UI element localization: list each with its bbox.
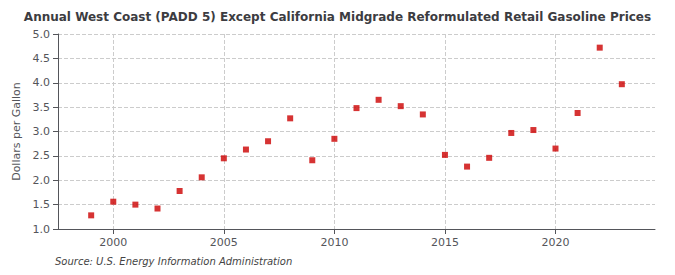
- svg-text:2005: 2005: [210, 236, 238, 249]
- svg-text:1.5: 1.5: [33, 198, 51, 211]
- svg-text:5.0: 5.0: [33, 28, 51, 41]
- svg-text:Dollars per Gallon: Dollars per Gallon: [10, 82, 23, 181]
- svg-text:Annual West Coast (PADD 5) Exc: Annual West Coast (PADD 5) Except Califo…: [24, 10, 651, 24]
- svg-text:4.5: 4.5: [33, 52, 51, 65]
- svg-text:2000: 2000: [99, 236, 127, 249]
- svg-text:2020: 2020: [542, 236, 570, 249]
- svg-text:3.5: 3.5: [33, 101, 51, 114]
- svg-text:2.5: 2.5: [33, 149, 51, 162]
- svg-text:3.0: 3.0: [33, 125, 51, 138]
- svg-text:2010: 2010: [320, 236, 348, 249]
- svg-text:2015: 2015: [431, 236, 459, 249]
- svg-text:2.0: 2.0: [33, 174, 51, 187]
- svg-text:4.0: 4.0: [33, 76, 51, 89]
- svg-text:Source: U.S. Energy Informatio: Source: U.S. Energy Information Administ…: [55, 256, 292, 267]
- svg-text:1.0: 1.0: [33, 223, 51, 236]
